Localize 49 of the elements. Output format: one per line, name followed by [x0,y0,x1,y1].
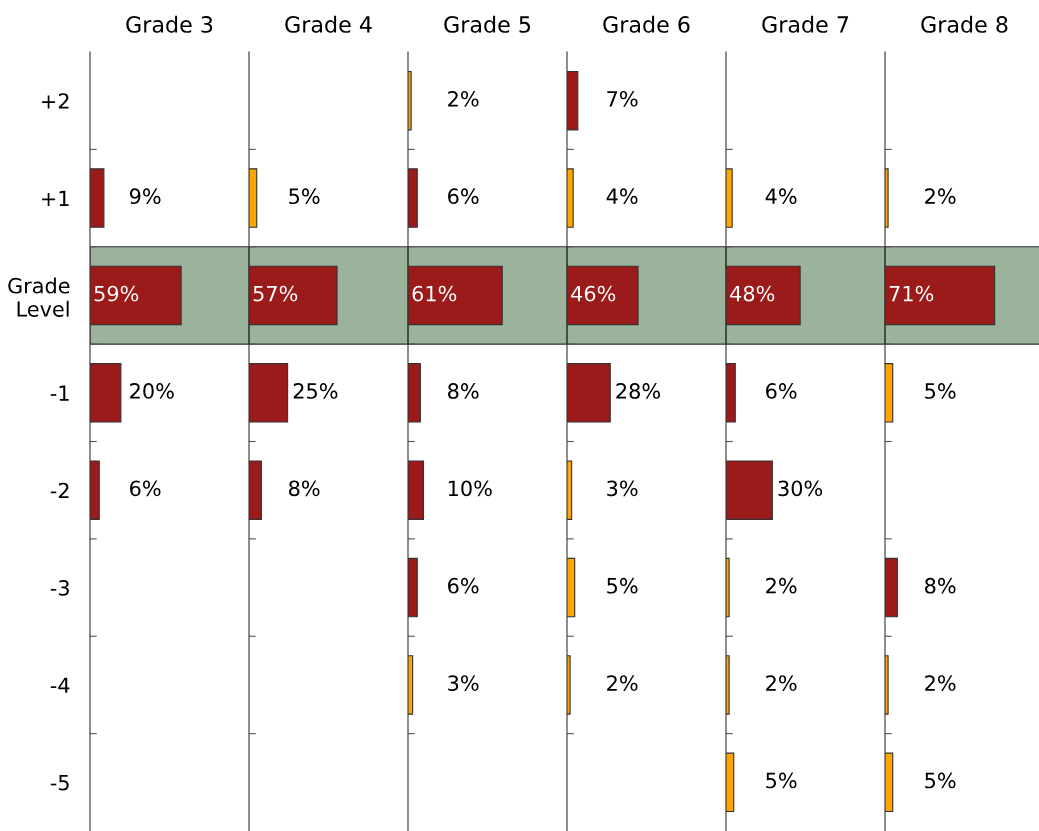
data-label: 2% [607,675,638,691]
y-tick-label: +2 [42,93,69,109]
data-label: 2% [448,90,479,107]
data-label: 25% [293,383,338,399]
data-label: 61% [412,285,457,302]
chart-title: Grade 5 [444,15,531,33]
data-label: 5% [925,772,956,789]
data-label: 6% [448,577,479,594]
y-tick-label: -1 [50,385,69,401]
data-label: 30% [778,480,823,497]
data-label: 20% [130,383,174,399]
data-label: 6% [448,188,479,205]
y-tick-label: Grade Level [8,277,70,317]
data-label: 7% [607,90,638,107]
chart-title: Grade 7 [762,15,849,33]
chart-title: Grade 4 [285,15,372,33]
data-label: 4% [606,188,638,205]
data-label: 2% [925,188,956,205]
y-tick-label: -4 [50,677,70,693]
data-label: 4% [765,188,797,205]
data-label: 9% [129,188,161,205]
chart-title: Grade 8 [921,15,1008,33]
data-label: 8% [448,383,479,399]
data-label: 46% [571,285,616,302]
data-label: 5% [607,577,638,594]
data-label: 6% [130,480,161,497]
chart-title: Grade 6 [603,15,690,33]
data-label: 5% [289,188,320,205]
data-label: 28% [616,383,661,399]
data-label: 57% [253,285,298,302]
data-label: 2% [925,675,956,691]
data-label: 6% [766,383,797,399]
data-label: 2% [766,675,797,691]
data-label: 71% [889,285,934,302]
y-tick-label: +1 [42,190,69,206]
chart-title: Grade 3 [126,15,213,33]
data-label: 3% [448,675,479,691]
data-label: 10% [448,480,492,497]
data-label: 3% [607,480,638,497]
data-label: 59% [94,285,139,302]
data-label: 8% [289,480,320,497]
data-label: 48% [730,285,775,302]
data-label: 5% [925,383,956,399]
data-label: 8% [925,577,956,594]
y-tick-label: -2 [50,482,69,499]
y-tick-label: -3 [50,580,69,596]
y-tick-label: -5 [50,775,69,791]
data-label: 2% [766,577,797,594]
data-label: 5% [766,772,797,789]
